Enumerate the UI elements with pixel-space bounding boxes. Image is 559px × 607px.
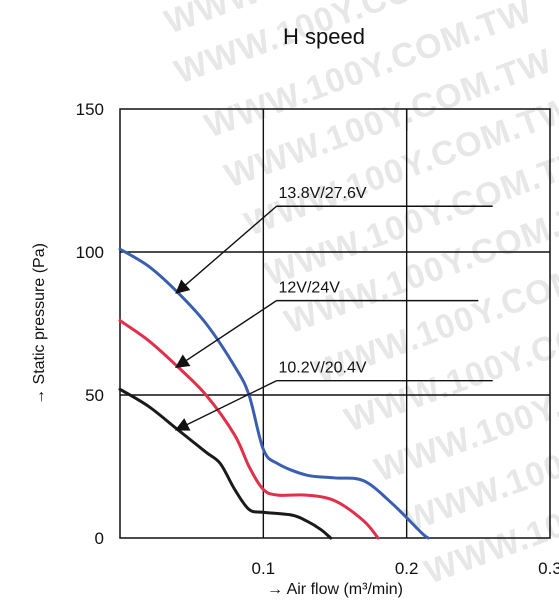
series-line-10-2v-20-4v xyxy=(118,387,333,540)
leader-arrow-12v-24v xyxy=(174,300,277,368)
series-line-13-8v-27-6v xyxy=(118,247,430,540)
leader-arrow-10-2v-20-4v xyxy=(174,380,277,431)
y-tick-label: 150 xyxy=(76,100,104,119)
curve-label-10-2v-20-4v: 10.2V/20.4V xyxy=(279,360,367,377)
grid-layer xyxy=(120,109,550,538)
y-tick-label: 50 xyxy=(85,386,104,405)
chart-title: H speed xyxy=(283,24,365,49)
curve-label-12v-24v: 12V/24V xyxy=(279,280,341,297)
tick-layer: 0.1 0.2 0.3 0 50 100 150 xyxy=(76,100,559,578)
annotation-layer: 13.8V/27.6V 12V/24V 10.2V/20.4V xyxy=(174,185,493,431)
x-tick-label: 0.3 xyxy=(538,559,559,578)
leader-arrow-13-8v-27-6v xyxy=(175,205,277,294)
x-tick-label: 0.1 xyxy=(252,559,276,578)
plot-frame xyxy=(119,108,551,539)
y-tick-label: 100 xyxy=(76,243,104,262)
y-axis-label: → Static pressure (Pa) xyxy=(31,243,48,405)
series-line-12v-24v xyxy=(118,319,380,540)
x-axis-label: → Air flow (m³/min) xyxy=(267,581,403,598)
x-tick-label: 0.2 xyxy=(395,559,419,578)
y-tick-label: 0 xyxy=(95,529,104,548)
curve-label-13-8v-27-6v: 13.8V/27.6V xyxy=(279,185,367,202)
watermark-layer: WWW.100Y.COM.TWWWW.100Y.COM.TWWWW.100Y.C… xyxy=(160,0,559,592)
